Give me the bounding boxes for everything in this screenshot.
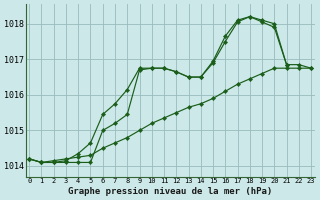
- X-axis label: Graphe pression niveau de la mer (hPa): Graphe pression niveau de la mer (hPa): [68, 187, 272, 196]
